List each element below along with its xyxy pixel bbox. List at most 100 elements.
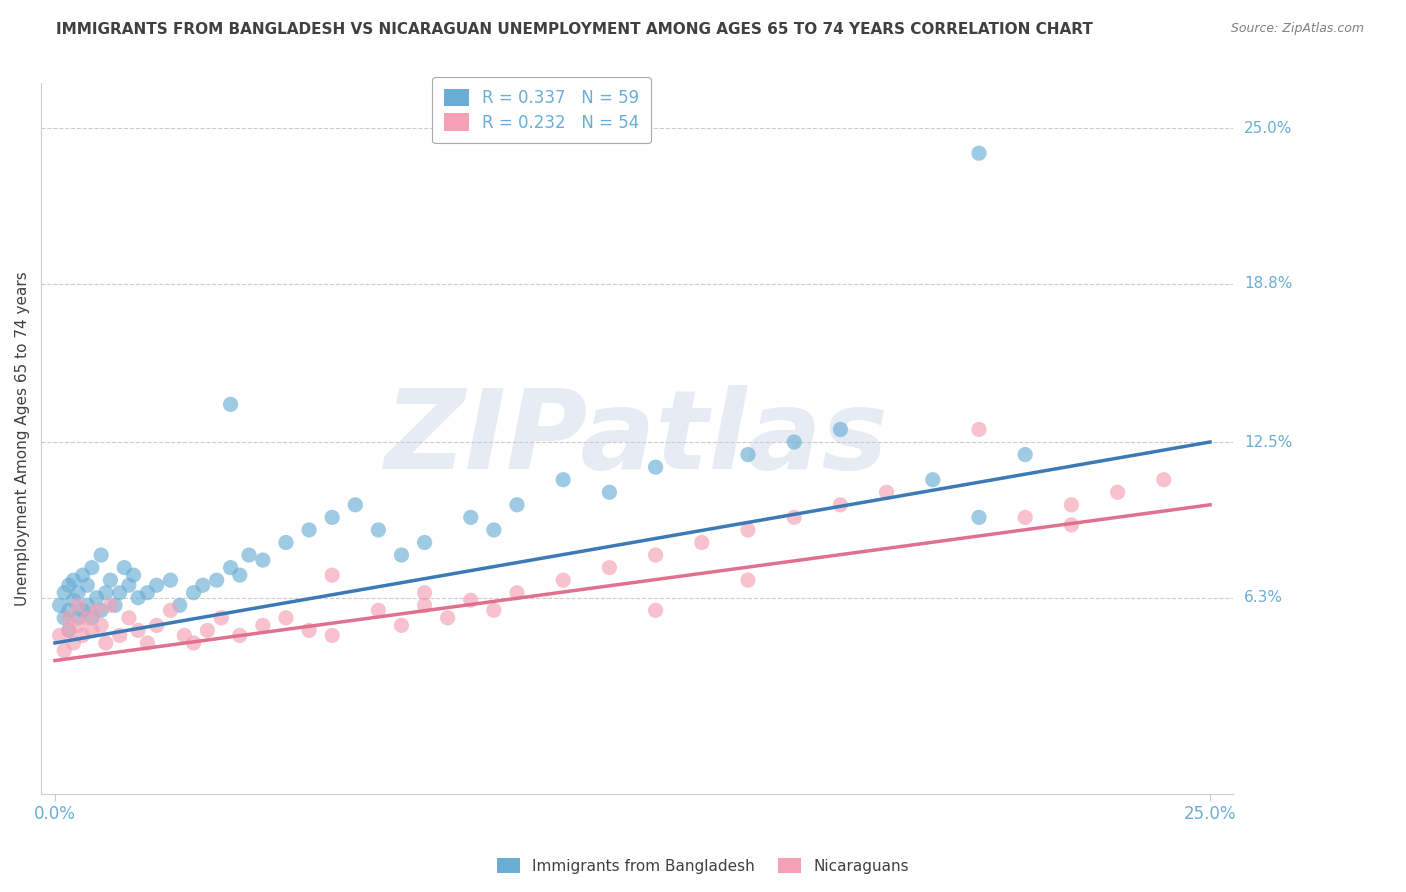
Point	[413, 599, 436, 613]
Point	[644, 460, 666, 475]
Point	[183, 636, 205, 650]
Point	[482, 523, 505, 537]
Point	[72, 628, 94, 642]
Point	[173, 628, 195, 642]
Point	[367, 603, 389, 617]
Point	[72, 603, 94, 617]
Point	[737, 523, 759, 537]
Point	[830, 498, 852, 512]
Point	[482, 603, 505, 617]
Point	[94, 636, 117, 650]
Point	[90, 603, 112, 617]
Point	[136, 585, 159, 599]
Point	[76, 599, 98, 613]
Point	[1060, 498, 1083, 512]
Point	[53, 585, 76, 599]
Text: ZIPatlas: ZIPatlas	[385, 384, 889, 491]
Point	[58, 624, 80, 638]
Point	[598, 560, 620, 574]
Point	[553, 473, 575, 487]
Point	[67, 585, 90, 599]
Point	[72, 568, 94, 582]
Text: 12.5%: 12.5%	[1244, 434, 1292, 450]
Point	[644, 603, 666, 617]
Point	[921, 473, 943, 487]
Point	[219, 560, 242, 574]
Point	[145, 618, 167, 632]
Point	[274, 535, 297, 549]
Point	[48, 628, 70, 642]
Point	[506, 585, 529, 599]
Point	[100, 573, 122, 587]
Point	[86, 591, 108, 605]
Legend: R = 0.337   N = 59, R = 0.232   N = 54: R = 0.337 N = 59, R = 0.232 N = 54	[432, 77, 651, 144]
Point	[76, 578, 98, 592]
Point	[159, 603, 181, 617]
Legend: Immigrants from Bangladesh, Nicaraguans: Immigrants from Bangladesh, Nicaraguans	[491, 852, 915, 880]
Point	[436, 611, 458, 625]
Point	[53, 643, 76, 657]
Point	[100, 599, 122, 613]
Point	[367, 523, 389, 537]
Point	[67, 618, 90, 632]
Point	[112, 560, 135, 574]
Point	[1014, 448, 1036, 462]
Point	[391, 618, 413, 632]
Text: 25.0%: 25.0%	[1244, 120, 1292, 136]
Point	[274, 611, 297, 625]
Point	[94, 585, 117, 599]
Point	[76, 611, 98, 625]
Point	[209, 611, 232, 625]
Point	[644, 548, 666, 562]
Text: 6.3%: 6.3%	[1244, 591, 1284, 606]
Point	[48, 599, 70, 613]
Point	[191, 578, 214, 592]
Text: Source: ZipAtlas.com: Source: ZipAtlas.com	[1230, 22, 1364, 36]
Point	[62, 593, 84, 607]
Point	[118, 611, 141, 625]
Point	[229, 568, 252, 582]
Point	[298, 624, 321, 638]
Point	[80, 624, 103, 638]
Point	[80, 560, 103, 574]
Point	[1153, 473, 1175, 487]
Point	[1107, 485, 1129, 500]
Point	[321, 568, 343, 582]
Point	[967, 510, 990, 524]
Point	[219, 397, 242, 411]
Point	[205, 573, 228, 587]
Point	[86, 603, 108, 617]
Y-axis label: Unemployment Among Ages 65 to 74 years: Unemployment Among Ages 65 to 74 years	[15, 271, 30, 606]
Point	[967, 422, 990, 436]
Point	[53, 611, 76, 625]
Point	[67, 599, 90, 613]
Point	[1014, 510, 1036, 524]
Point	[506, 498, 529, 512]
Point	[58, 578, 80, 592]
Point	[830, 422, 852, 436]
Point	[321, 628, 343, 642]
Point	[136, 636, 159, 650]
Point	[122, 568, 145, 582]
Point	[90, 548, 112, 562]
Point	[145, 578, 167, 592]
Text: IMMIGRANTS FROM BANGLADESH VS NICARAGUAN UNEMPLOYMENT AMONG AGES 65 TO 74 YEARS : IMMIGRANTS FROM BANGLADESH VS NICARAGUAN…	[56, 22, 1092, 37]
Point	[252, 553, 274, 567]
Point	[108, 628, 131, 642]
Point	[127, 591, 149, 605]
Point	[118, 578, 141, 592]
Point	[1060, 517, 1083, 532]
Point	[159, 573, 181, 587]
Point	[783, 510, 806, 524]
Text: 18.8%: 18.8%	[1244, 277, 1292, 292]
Point	[321, 510, 343, 524]
Point	[413, 585, 436, 599]
Point	[598, 485, 620, 500]
Point	[737, 448, 759, 462]
Point	[783, 435, 806, 450]
Point	[183, 585, 205, 599]
Point	[108, 585, 131, 599]
Point	[876, 485, 898, 500]
Point	[460, 510, 482, 524]
Point	[967, 146, 990, 161]
